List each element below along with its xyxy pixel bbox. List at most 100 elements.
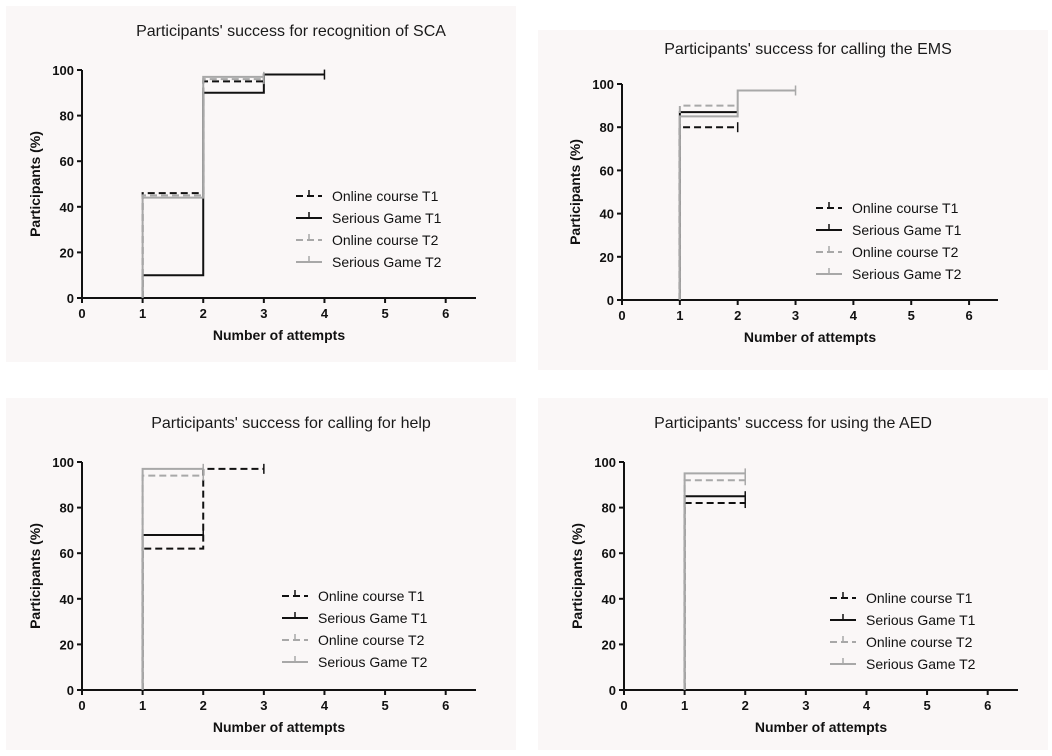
y-tick-label: 20 bbox=[600, 250, 614, 265]
x-axis-label: Number of attempts bbox=[744, 329, 876, 345]
legend-label: Online course T1 bbox=[332, 188, 439, 204]
y-tick-label: 40 bbox=[602, 592, 616, 607]
x-tick-label: 6 bbox=[965, 308, 972, 323]
chart-title: Participants' success for recognition of… bbox=[136, 23, 446, 40]
x-tick-label: 4 bbox=[321, 306, 329, 321]
y-tick-label: 40 bbox=[60, 200, 74, 215]
legend-item: Online course T1 bbox=[830, 590, 973, 606]
x-tick-label: 0 bbox=[78, 698, 85, 713]
chart-svg-0: Participants' success for recognition of… bbox=[27, 23, 476, 343]
legend-item: Online course T2 bbox=[296, 232, 439, 248]
legend-label: Online course T1 bbox=[866, 590, 973, 606]
y-tick-label: 100 bbox=[52, 455, 74, 470]
y-axis-label: Participants (%) bbox=[27, 523, 43, 629]
legend-item: Online course T1 bbox=[816, 200, 959, 216]
y-tick-label: 20 bbox=[60, 637, 74, 652]
x-tick-label: 2 bbox=[200, 698, 207, 713]
legend-label: Serious Game T1 bbox=[318, 610, 428, 626]
chart-recognition-sca: Participants' success for recognition of… bbox=[6, 6, 516, 362]
y-tick-label: 100 bbox=[592, 77, 614, 92]
y-axis-label: Participants (%) bbox=[569, 523, 585, 629]
legend-label: Online course T1 bbox=[852, 200, 959, 216]
y-tick-label: 0 bbox=[67, 683, 74, 698]
series-line-3 bbox=[683, 479, 746, 690]
x-tick-label: 6 bbox=[442, 306, 449, 321]
legend-item: Serious Game T2 bbox=[830, 656, 976, 672]
y-tick-label: 60 bbox=[600, 163, 614, 178]
y-tick-label: 80 bbox=[60, 109, 74, 124]
series-line-4 bbox=[141, 75, 264, 298]
legend-label: Serious Game T2 bbox=[318, 654, 428, 670]
y-tick-label: 80 bbox=[600, 120, 614, 135]
y-tick-label: 100 bbox=[52, 63, 74, 78]
x-axis-label: Number of attempts bbox=[213, 719, 345, 735]
y-tick-label: 0 bbox=[67, 291, 74, 306]
legend-item: Serious Game T2 bbox=[296, 254, 442, 270]
x-tick-label: 1 bbox=[139, 306, 146, 321]
legend-label: Online course T2 bbox=[332, 232, 439, 248]
x-tick-label: 1 bbox=[139, 698, 146, 713]
legend-item: Online course T2 bbox=[816, 244, 959, 260]
legend-item: Serious Game T2 bbox=[282, 654, 428, 670]
y-axis-label: Participants (%) bbox=[567, 139, 583, 245]
series-line-3 bbox=[678, 104, 738, 300]
chart-title: Participants' success for calling for he… bbox=[151, 415, 431, 432]
series-line-2 bbox=[141, 533, 204, 690]
legend-label: Serious Game T2 bbox=[852, 266, 962, 282]
x-tick-label: 4 bbox=[863, 698, 871, 713]
legend-item: Serious Game T1 bbox=[830, 612, 976, 628]
y-tick-label: 80 bbox=[602, 501, 616, 516]
legend-label: Serious Game T1 bbox=[332, 210, 442, 226]
x-tick-label: 2 bbox=[734, 308, 741, 323]
x-tick-label: 5 bbox=[381, 698, 388, 713]
legend-item: Online course T1 bbox=[282, 588, 425, 604]
legend-item: Online course T2 bbox=[830, 634, 973, 650]
x-tick-label: 1 bbox=[681, 698, 688, 713]
y-tick-label: 20 bbox=[602, 637, 616, 652]
x-tick-label: 5 bbox=[923, 698, 930, 713]
y-tick-label: 40 bbox=[60, 592, 74, 607]
chart-calling-help: Participants' success for calling for he… bbox=[6, 398, 516, 750]
chart-calling-ems: Participants' success for calling the EM… bbox=[538, 30, 1048, 370]
x-tick-label: 6 bbox=[442, 698, 449, 713]
chart-svg-3: Participants' success for using the AED 0… bbox=[569, 415, 1018, 735]
x-tick-label: 5 bbox=[908, 308, 915, 323]
legend-item: Online course T2 bbox=[282, 632, 425, 648]
chart-title: Participants' success for calling the EM… bbox=[664, 41, 952, 58]
legend-label: Online course T1 bbox=[318, 588, 425, 604]
y-tick-label: 100 bbox=[594, 455, 616, 470]
series-line-4 bbox=[683, 472, 746, 690]
y-tick-label: 20 bbox=[60, 245, 74, 260]
series-line-4 bbox=[141, 467, 204, 690]
y-tick-label: 60 bbox=[60, 546, 74, 561]
y-axis-label: Participants (%) bbox=[27, 131, 43, 237]
y-tick-label: 0 bbox=[609, 683, 616, 698]
x-tick-label: 3 bbox=[260, 306, 267, 321]
x-tick-label: 3 bbox=[260, 698, 267, 713]
x-tick-label: 3 bbox=[792, 308, 799, 323]
legend-label: Serious Game T2 bbox=[332, 254, 442, 270]
y-tick-label: 80 bbox=[60, 501, 74, 516]
y-tick-label: 0 bbox=[607, 293, 614, 308]
series-line-1 bbox=[683, 502, 746, 690]
x-tick-label: 6 bbox=[984, 698, 991, 713]
legend-item: Serious Game T1 bbox=[296, 210, 442, 226]
legend-label: Serious Game T1 bbox=[852, 222, 962, 238]
y-tick-label: 60 bbox=[602, 546, 616, 561]
x-axis-label: Number of attempts bbox=[213, 327, 345, 343]
chart-svg-1: Participants' success for calling the EM… bbox=[567, 41, 998, 345]
x-tick-label: 4 bbox=[321, 698, 329, 713]
x-tick-label: 0 bbox=[618, 308, 625, 323]
legend-label: Online course T2 bbox=[866, 634, 973, 650]
legend-item: Online course T1 bbox=[296, 188, 439, 204]
legend-item: Serious Game T2 bbox=[816, 266, 962, 282]
x-tick-label: 4 bbox=[850, 308, 858, 323]
series-line-2 bbox=[683, 495, 746, 690]
x-axis-label: Number of attempts bbox=[755, 719, 887, 735]
chart-title: Participants' success for using the AED bbox=[654, 415, 932, 432]
series-line-2 bbox=[141, 73, 325, 298]
series-line-1 bbox=[141, 467, 264, 690]
x-tick-label: 0 bbox=[620, 698, 627, 713]
x-tick-label: 3 bbox=[802, 698, 809, 713]
